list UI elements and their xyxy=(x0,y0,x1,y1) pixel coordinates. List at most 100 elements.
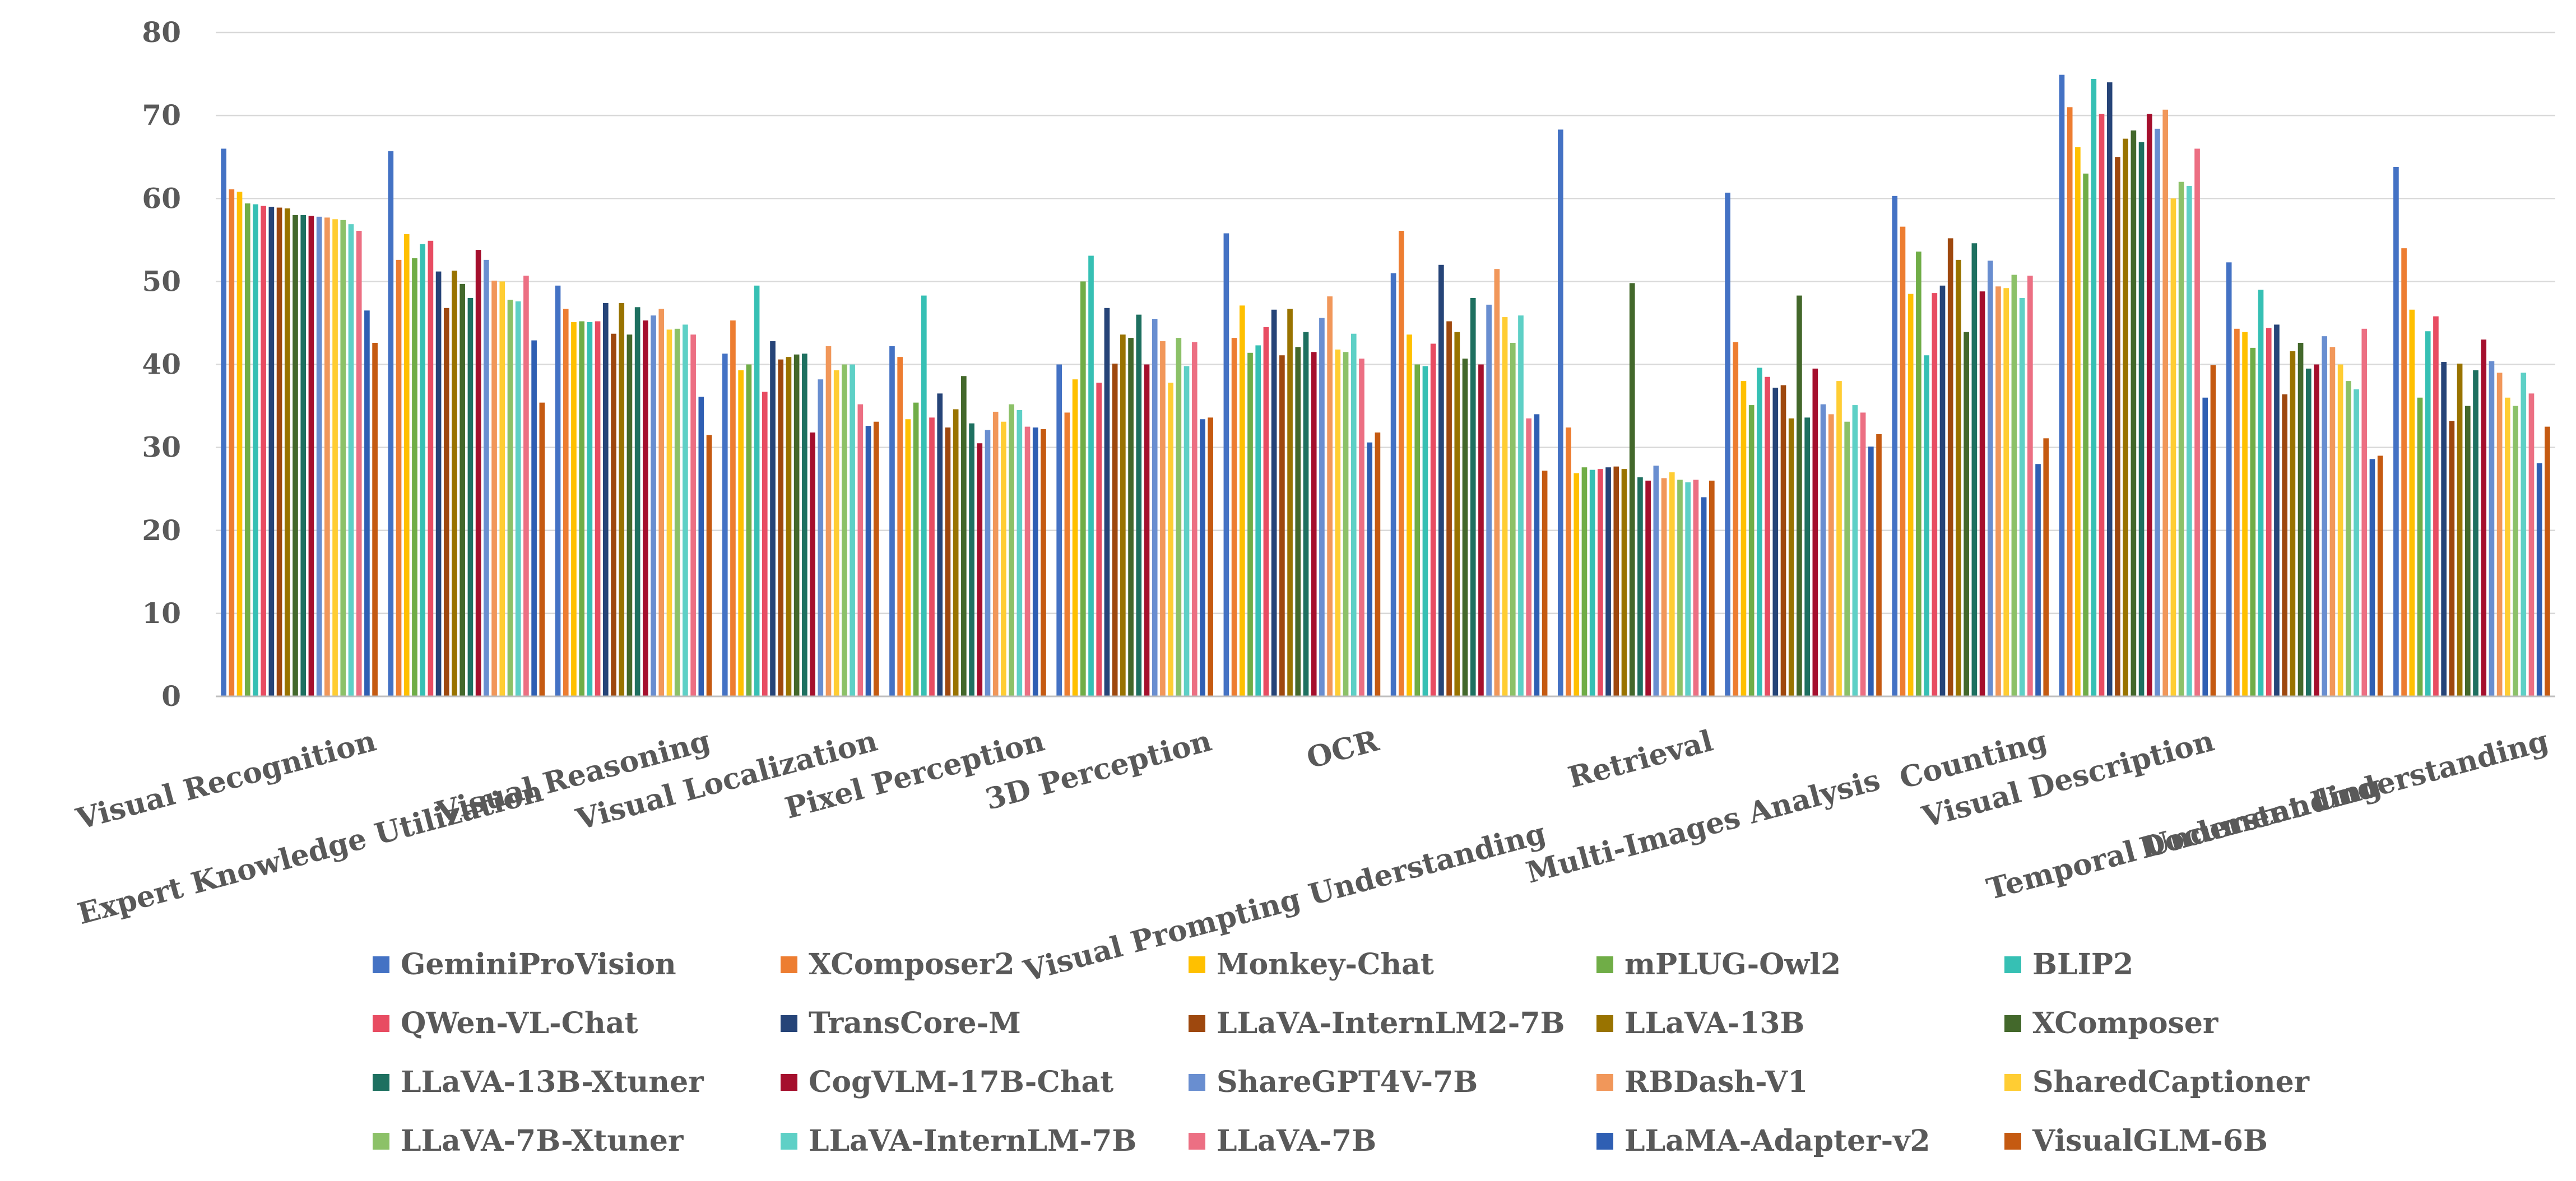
bar xyxy=(825,346,832,696)
bar xyxy=(403,234,410,697)
bar xyxy=(1629,283,1635,696)
y-axis-ticks: 0 10 20 30 40 50 60 70 80 xyxy=(142,16,181,713)
legend-entry-label: mPLUG-Owl2 xyxy=(1624,947,1841,982)
bar xyxy=(611,333,616,696)
y-tick-label: 60 xyxy=(142,182,181,215)
bar xyxy=(810,432,815,696)
bar xyxy=(2027,276,2033,697)
bar xyxy=(484,259,489,696)
bar xyxy=(1335,349,1341,696)
bar xyxy=(977,443,983,696)
bar xyxy=(1271,309,1277,696)
bar xyxy=(1574,473,1580,696)
bar xyxy=(1422,366,1428,696)
bar xyxy=(953,409,959,696)
bar xyxy=(348,224,354,696)
bar xyxy=(2115,157,2120,696)
bar xyxy=(1152,319,1158,696)
bar xyxy=(2377,455,2383,696)
bar xyxy=(793,354,800,696)
bar xyxy=(2521,373,2527,696)
bars xyxy=(221,75,2550,697)
bar xyxy=(539,402,545,696)
bar xyxy=(2513,406,2518,696)
y-tick-label: 30 xyxy=(142,431,181,464)
bar xyxy=(332,219,338,696)
bar xyxy=(221,148,226,696)
bar xyxy=(2337,364,2343,696)
x-category-label: OCR xyxy=(1303,723,1382,775)
legend-entry-label: BLIP2 xyxy=(2032,947,2133,982)
legend-swatch xyxy=(2004,1074,2021,1091)
bar xyxy=(1375,432,1381,696)
bar xyxy=(229,189,235,696)
bar xyxy=(1669,472,1675,696)
legend-entry-label: RBDash-V1 xyxy=(1624,1065,1808,1099)
bar xyxy=(643,320,648,696)
bar xyxy=(1621,469,1627,696)
x-category-label: Visual Recognition xyxy=(72,724,380,837)
bar xyxy=(1072,379,1078,696)
bar xyxy=(1502,317,1508,696)
bar xyxy=(2305,368,2312,696)
bar xyxy=(555,285,561,696)
legend-swatch xyxy=(373,956,389,973)
bar xyxy=(786,357,792,696)
bar xyxy=(1494,269,1500,696)
bar xyxy=(1733,342,1739,696)
bar xyxy=(1191,342,1198,696)
bar xyxy=(1844,421,1850,696)
bar xyxy=(1924,355,1929,696)
bar xyxy=(1907,294,1914,696)
bar xyxy=(300,215,307,696)
bar xyxy=(905,419,911,696)
y-tick-label: 10 xyxy=(142,597,181,630)
bar xyxy=(1032,427,1038,696)
bar xyxy=(2106,82,2113,696)
legend-swatch xyxy=(2004,956,2021,973)
legend-entry-label: LLaMA-Adapter-v2 xyxy=(1624,1124,1930,1158)
bar xyxy=(1876,434,1882,696)
bar xyxy=(770,341,776,696)
bar xyxy=(1637,477,1643,696)
bar xyxy=(2170,198,2176,696)
legend-entry-label: CogVLM-17B-Chat xyxy=(809,1065,1113,1099)
bar xyxy=(1693,480,1699,696)
legend-swatch xyxy=(1596,1074,1613,1091)
bar xyxy=(722,354,728,696)
legend: GeminiProVision XComposer2 Monkey-Chat mPLU… xyxy=(373,947,2310,1158)
bar xyxy=(2441,362,2447,696)
bar xyxy=(443,308,449,696)
bar xyxy=(889,346,895,696)
bar xyxy=(2258,290,2264,696)
bar xyxy=(2369,459,2375,696)
bar xyxy=(1407,334,1412,696)
bar xyxy=(1398,231,1404,696)
bar xyxy=(491,280,497,696)
bar xyxy=(1247,352,1253,696)
bar xyxy=(435,271,442,697)
bar xyxy=(674,328,680,696)
bar xyxy=(913,402,919,696)
bar xyxy=(1956,259,1961,696)
bar xyxy=(929,417,935,696)
bar xyxy=(1311,352,1317,696)
bar xyxy=(1438,264,1444,696)
bar xyxy=(2505,397,2510,696)
bar xyxy=(634,307,640,696)
bar xyxy=(1971,243,1978,696)
legend-entry-label: LLaVA-13B xyxy=(1624,1006,1804,1040)
bar xyxy=(1780,385,1786,696)
bar xyxy=(1939,285,1946,696)
bar xyxy=(2226,262,2232,696)
bar xyxy=(1319,318,1325,696)
bar xyxy=(992,411,999,696)
legend-swatch xyxy=(781,1015,797,1032)
bar xyxy=(308,216,314,696)
bar xyxy=(244,203,250,696)
bar xyxy=(2234,328,2240,696)
bar xyxy=(1677,480,1683,696)
bar xyxy=(2489,361,2495,696)
bar xyxy=(658,309,665,696)
bar xyxy=(340,220,346,696)
